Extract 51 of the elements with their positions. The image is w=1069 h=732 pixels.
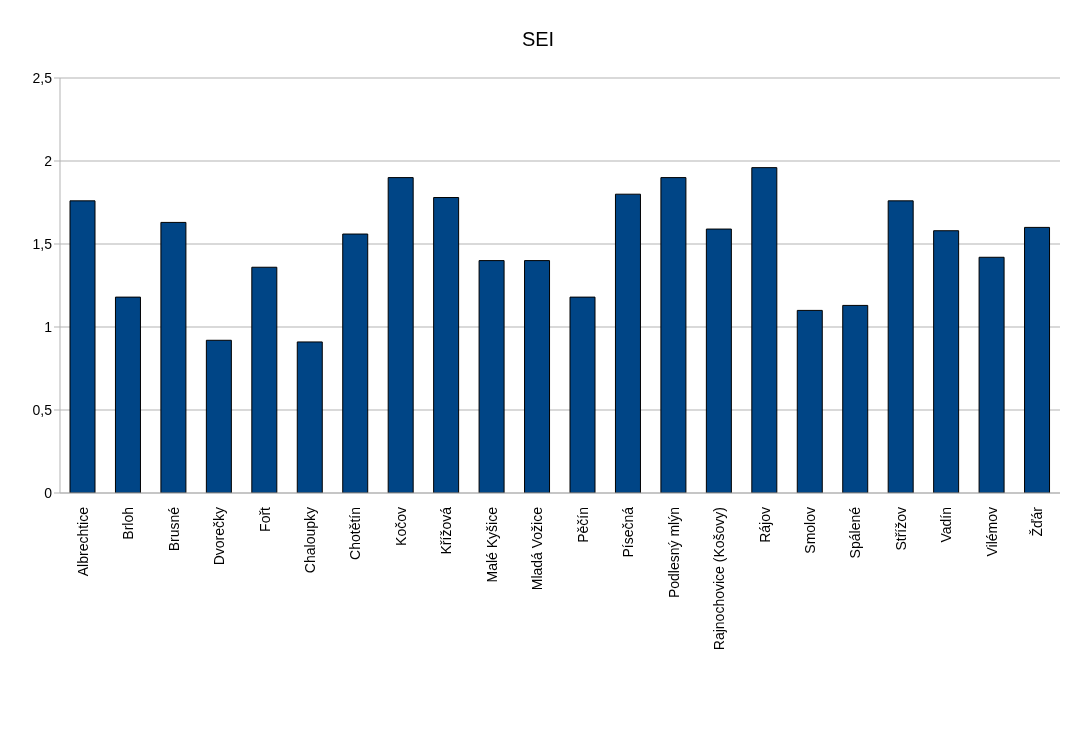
bar xyxy=(1024,226,1051,493)
y-tick-label: 2,5 xyxy=(32,69,53,86)
bar xyxy=(296,341,323,493)
y-tick-label: 0 xyxy=(44,484,53,501)
bar xyxy=(796,309,823,493)
x-tick-label: Albrechtice xyxy=(74,506,91,577)
x-tick-label: Chotětín xyxy=(347,507,364,560)
y-tick-label: 0,5 xyxy=(32,401,53,418)
x-tick-label: Žďár xyxy=(1029,506,1046,537)
x-tick-label: Fořt xyxy=(256,506,273,532)
x-tick-label: Písečná xyxy=(620,506,637,558)
x-tick-label: Rájov xyxy=(756,507,773,543)
bar xyxy=(933,230,960,493)
x-tick-label: Střížov xyxy=(892,507,909,551)
x-tick-label: Smolov xyxy=(802,507,818,554)
bar xyxy=(160,221,187,493)
x-tick-label: Dvorečky xyxy=(211,507,228,566)
x-tick-label: Mladá Vožice xyxy=(529,506,546,591)
bar xyxy=(251,266,278,493)
bar xyxy=(433,197,460,493)
bar xyxy=(751,167,778,493)
bar xyxy=(114,296,141,493)
bar xyxy=(887,200,914,493)
bar xyxy=(524,260,551,493)
bar xyxy=(478,260,505,493)
bar xyxy=(205,339,232,493)
x-tick-label: Brusné xyxy=(165,506,182,552)
bar xyxy=(569,296,596,493)
bar xyxy=(614,193,641,493)
x-tick-label: Spálené xyxy=(847,506,864,559)
bar xyxy=(705,228,732,493)
y-tick-label: 1,5 xyxy=(32,235,53,252)
chart-title: SEI xyxy=(520,28,556,51)
x-tick-label: Vadín xyxy=(938,507,955,543)
x-tick-label: Podlesný mlýn xyxy=(665,507,682,599)
x-tick-label: Chaloupky xyxy=(302,507,318,574)
x-tick-label: Pěčín xyxy=(574,507,591,543)
bar xyxy=(387,177,414,493)
x-tick-label: Vilémov xyxy=(983,507,1000,557)
bar xyxy=(660,177,687,493)
bar xyxy=(69,200,96,493)
x-tick-label: Malé Kyšice xyxy=(483,506,500,583)
bar xyxy=(978,256,1005,493)
bar xyxy=(842,304,869,493)
bar xyxy=(342,233,369,493)
x-tick-label: Křížová xyxy=(438,506,455,555)
y-tick-label: 2 xyxy=(44,152,53,169)
x-tick-label: Kočov xyxy=(392,507,409,546)
y-tick-label: 1 xyxy=(44,318,53,335)
x-tick-label: Rajnochovice (Košovy) xyxy=(711,507,728,651)
x-tick-label: Brloh xyxy=(120,507,137,540)
